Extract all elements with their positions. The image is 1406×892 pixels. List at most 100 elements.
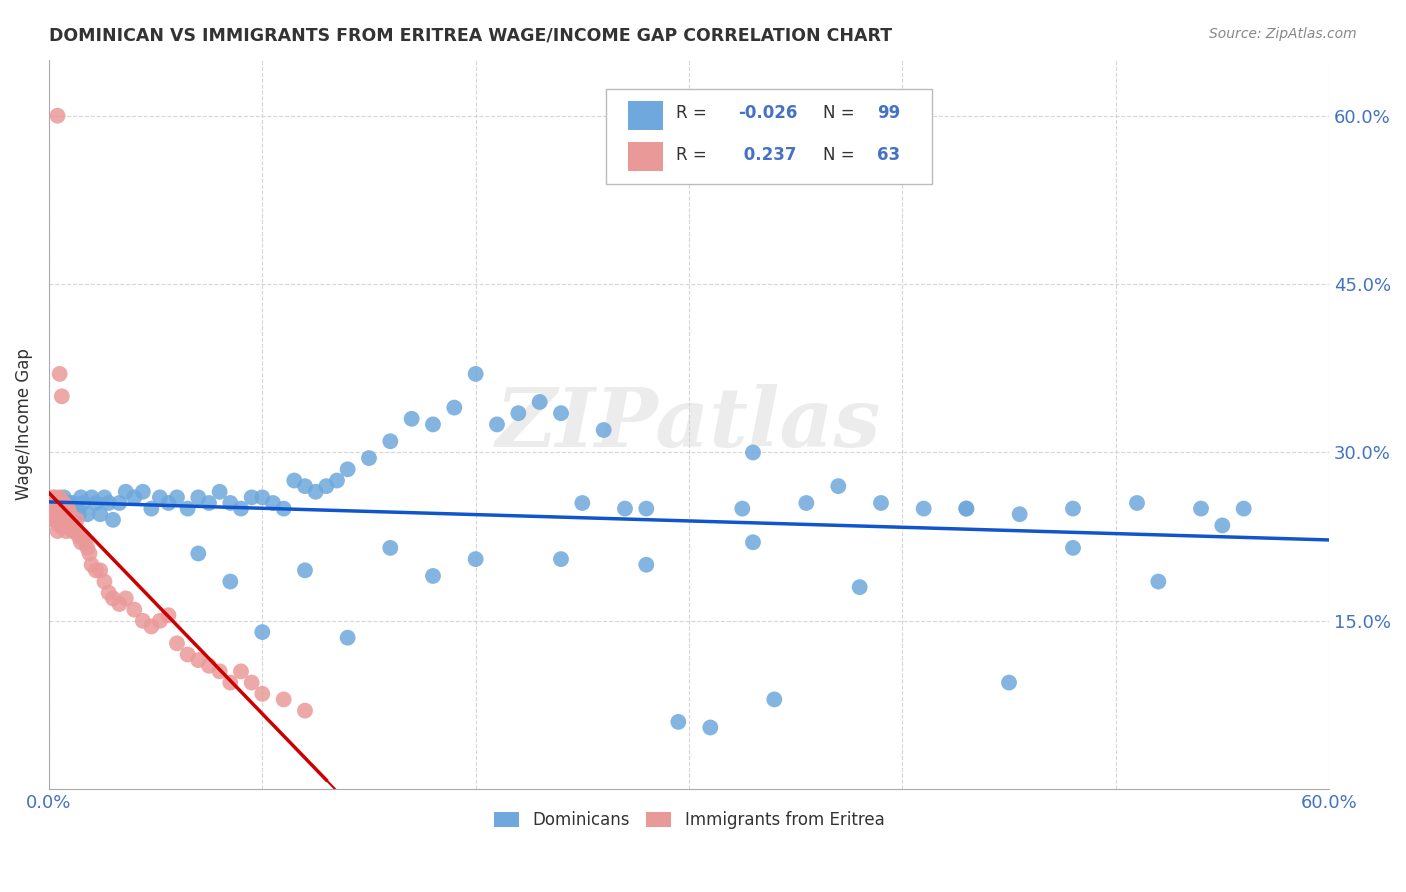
Point [39,496,62,510]
Text: 99: 99 [877,103,900,121]
Point [42,501,65,516]
Point [229,501,252,516]
Point [1062,501,1084,516]
Point [42,513,65,527]
Point [380,434,402,449]
Point [422,417,444,432]
Point [101,513,124,527]
Point [132,614,155,628]
Point [273,501,295,516]
Point [55,501,77,516]
Point [76,541,98,555]
Point [1147,574,1170,589]
Point [1062,541,1084,555]
Point [464,552,486,566]
Point [912,501,935,516]
Point [529,395,551,409]
Point [51,507,73,521]
Point [422,569,444,583]
Point [848,580,870,594]
Point [699,721,721,735]
Text: 0.237: 0.237 [738,146,796,164]
Point [79,547,101,561]
Point [97,586,120,600]
Point [48,513,70,527]
Point [176,648,198,662]
Point [59,513,82,527]
Point [219,675,242,690]
Point [97,496,120,510]
Point [166,491,188,505]
Point [66,513,89,527]
Point [198,658,221,673]
Point [55,501,77,516]
Text: N =: N = [824,103,860,121]
Point [52,518,75,533]
Point [443,401,465,415]
Point [870,496,893,510]
Point [114,484,136,499]
Point [63,524,86,538]
Point [508,406,530,420]
Point [67,530,90,544]
Text: ZIPatlas: ZIPatlas [496,384,882,465]
Point [56,518,79,533]
Point [80,491,103,505]
Point [187,491,209,505]
Point [187,653,209,667]
Point [763,692,786,706]
Point [51,496,73,510]
Point [401,412,423,426]
Point [46,507,69,521]
Point [240,675,263,690]
Point [93,574,115,589]
Point [62,524,84,538]
Text: DOMINICAN VS IMMIGRANTS FROM ERITREA WAGE/INCOME GAP CORRELATION CHART: DOMINICAN VS IMMIGRANTS FROM ERITREA WAG… [49,27,893,45]
Point [66,501,89,516]
Point [464,367,486,381]
Point [141,619,163,633]
Point [56,496,79,510]
Point [252,687,274,701]
Point [114,591,136,606]
Point [294,704,316,718]
Point [44,496,66,510]
Point [124,491,146,505]
Point [48,496,70,510]
Point [571,496,593,510]
Point [666,714,689,729]
Point [955,501,977,516]
Point [39,507,62,521]
Y-axis label: Wage/Income Gap: Wage/Income Gap [15,349,32,500]
Point [219,496,242,510]
Point [52,507,75,521]
Point [614,501,637,516]
Point [55,513,77,527]
Point [56,501,79,516]
Point [176,501,198,516]
Point [46,109,69,123]
Point [51,496,73,510]
Point [485,417,508,432]
Point [70,535,93,549]
Point [48,501,70,516]
Point [1126,496,1149,510]
Point [141,501,163,516]
Point [357,451,380,466]
Point [252,625,274,640]
Point [955,501,977,516]
Point [124,602,146,616]
Point [46,524,69,538]
Point [44,501,66,516]
Point [72,530,94,544]
Point [229,665,252,679]
Text: N =: N = [824,146,860,164]
Point [67,507,90,521]
Point [132,484,155,499]
Point [262,496,284,510]
Point [998,675,1021,690]
Point [84,496,107,510]
Point [252,491,274,505]
Point [742,535,765,549]
Point [550,552,572,566]
